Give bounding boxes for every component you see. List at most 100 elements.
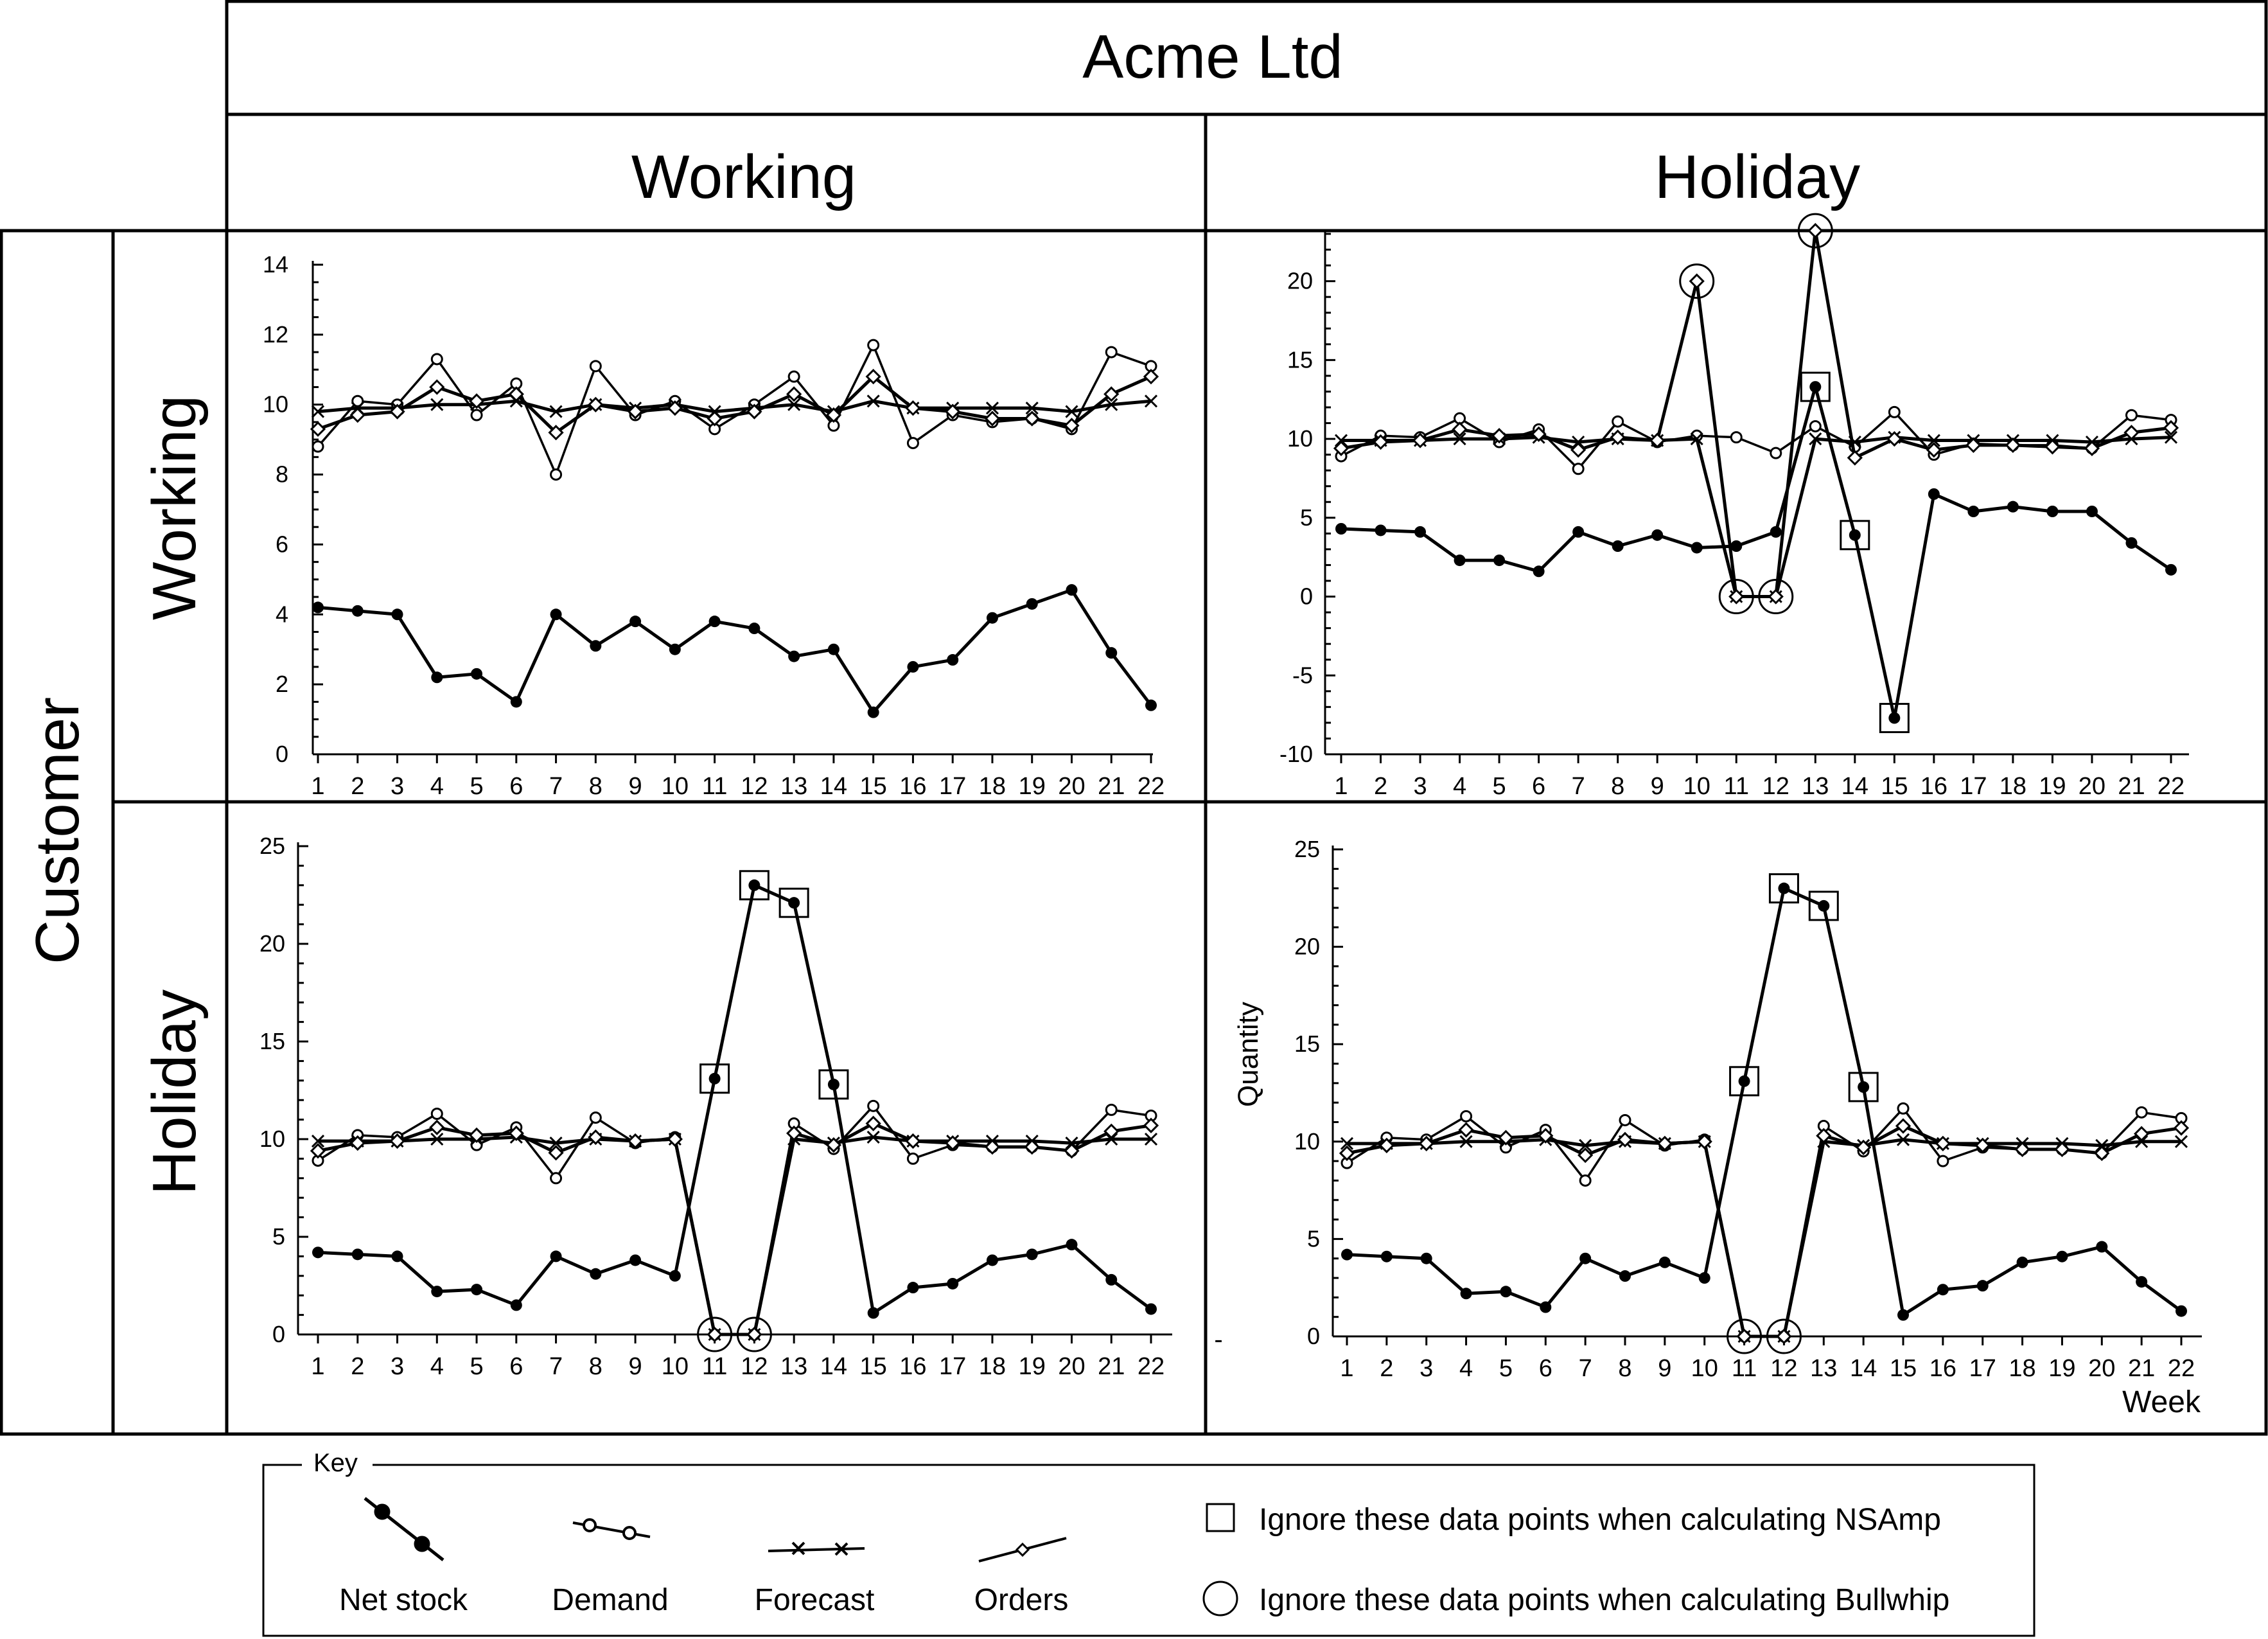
x-tick-label: 18 [2009, 1355, 2035, 1382]
x-tick-label: 15 [1881, 773, 1908, 800]
point-net-stock [629, 1254, 642, 1266]
point-net-stock [2086, 506, 2098, 517]
series-line-orders [1346, 1124, 2182, 1338]
point-demand [1730, 431, 1743, 444]
point-orders [2094, 1145, 2110, 1162]
bullwhip-ignore-circle [736, 1316, 772, 1352]
x-tick-label: 5 [470, 773, 483, 800]
point-net-stock [1380, 1250, 1393, 1262]
x-tick-label: 10 [662, 773, 689, 800]
point-orders [1538, 1128, 1554, 1144]
point-net-stock [2046, 506, 2059, 517]
point-orders [865, 369, 881, 385]
legend-label-net-stock: Net stock [339, 1583, 468, 1617]
point-forecast [1105, 1132, 1118, 1146]
point-net-stock [947, 654, 959, 666]
point-orders [2163, 420, 2179, 436]
legend-sample-demand [572, 1518, 651, 1540]
nsamp-ignore-square [1800, 371, 1831, 402]
x-tick-label: 12 [741, 773, 768, 800]
point-forecast [1065, 405, 1078, 418]
point-net-stock [867, 706, 879, 718]
y-tick-label: 10 [259, 1126, 285, 1152]
point-demand [1572, 463, 1585, 475]
point-net-stock [1500, 1286, 1512, 1298]
x-tick-label: 22 [2158, 773, 2184, 800]
point-orders [707, 1326, 723, 1343]
point-net-stock [827, 1078, 840, 1090]
point-forecast [1144, 1132, 1158, 1146]
nsamp-ignore-square [1879, 703, 1910, 734]
point-orders [1768, 589, 1784, 605]
x-tick-label: 19 [2039, 773, 2066, 800]
point-orders [2044, 439, 2061, 455]
legend-sample-net-stock [364, 1497, 444, 1561]
point-demand [351, 394, 364, 407]
series-line-forecast [317, 399, 1152, 414]
x-tick-label: 18 [2000, 773, 2026, 800]
point-orders [1649, 432, 1666, 448]
point-net-stock [788, 650, 800, 662]
point-orders [1024, 411, 1040, 427]
point-forecast [1105, 398, 1118, 411]
point-net-stock [1858, 1081, 1870, 1093]
legend-box [262, 1464, 2035, 1637]
point-forecast [1144, 394, 1158, 408]
x-tick-label: 9 [629, 773, 642, 800]
point-net-stock [1658, 1256, 1671, 1268]
col-header-holiday: Holiday [1655, 143, 1860, 211]
point-net-stock [2016, 1256, 2028, 1268]
point-net-stock [1698, 1272, 1710, 1284]
x-tick-label: 3 [1413, 773, 1427, 800]
square-icon [1206, 1503, 1235, 1532]
point-net-stock [986, 612, 998, 624]
x-tick-label: 8 [589, 773, 602, 800]
x-tick-label: 11 [702, 773, 727, 800]
point-net-stock [550, 608, 562, 621]
point-net-stock [1619, 1270, 1631, 1282]
col-header-working: Working [631, 143, 856, 211]
point-forecast [1579, 1138, 1592, 1152]
point-net-stock [351, 1248, 364, 1261]
x-tick-label: 21 [1098, 1353, 1125, 1380]
point-orders [945, 403, 961, 420]
point-demand [470, 409, 483, 421]
point-net-stock [1341, 1248, 1353, 1261]
point-forecast [311, 1134, 325, 1148]
point-net-stock [2125, 537, 2138, 549]
y-tick-label: 12 [263, 321, 288, 348]
x-tick-label: 10 [1683, 773, 1710, 800]
point-demand [430, 353, 443, 366]
x-tick-label: 21 [2128, 1355, 2155, 1382]
point-forecast [1453, 432, 1466, 446]
x-tick-label: 15 [860, 773, 887, 800]
bullwhip-ignore-circle [1797, 213, 1833, 249]
point-net-stock [1533, 565, 1545, 578]
x-tick-label: 19 [1019, 773, 1046, 800]
point-orders [389, 1133, 405, 1149]
y-axis-label: Quantity [1233, 1002, 1264, 1107]
point-net-stock [590, 1268, 602, 1280]
row-header-working: Working [140, 395, 209, 620]
point-orders [1847, 450, 1863, 466]
point-net-stock [1066, 584, 1078, 596]
point-orders [1689, 273, 1705, 289]
y-tick-label: 25 [1294, 836, 1320, 862]
x-tick-label: 15 [860, 1353, 887, 1380]
x-tick-label: 16 [899, 1353, 926, 1380]
point-orders [508, 1125, 524, 1142]
point-net-stock [2176, 1305, 2187, 1317]
point-net-stock [471, 1284, 483, 1296]
point-demand [906, 437, 919, 450]
point-orders [627, 403, 644, 420]
series-line-net-stock [317, 883, 1152, 1315]
point-net-stock [1691, 542, 1703, 554]
series-line-net-stock [317, 588, 1152, 714]
x-tick-label: 14 [1842, 773, 1868, 800]
point-forecast [549, 405, 563, 418]
point-net-stock [2165, 563, 2177, 576]
point-forecast [866, 1130, 880, 1144]
x-tick-label: 1 [1340, 1355, 1353, 1382]
point-forecast [1459, 1135, 1473, 1148]
